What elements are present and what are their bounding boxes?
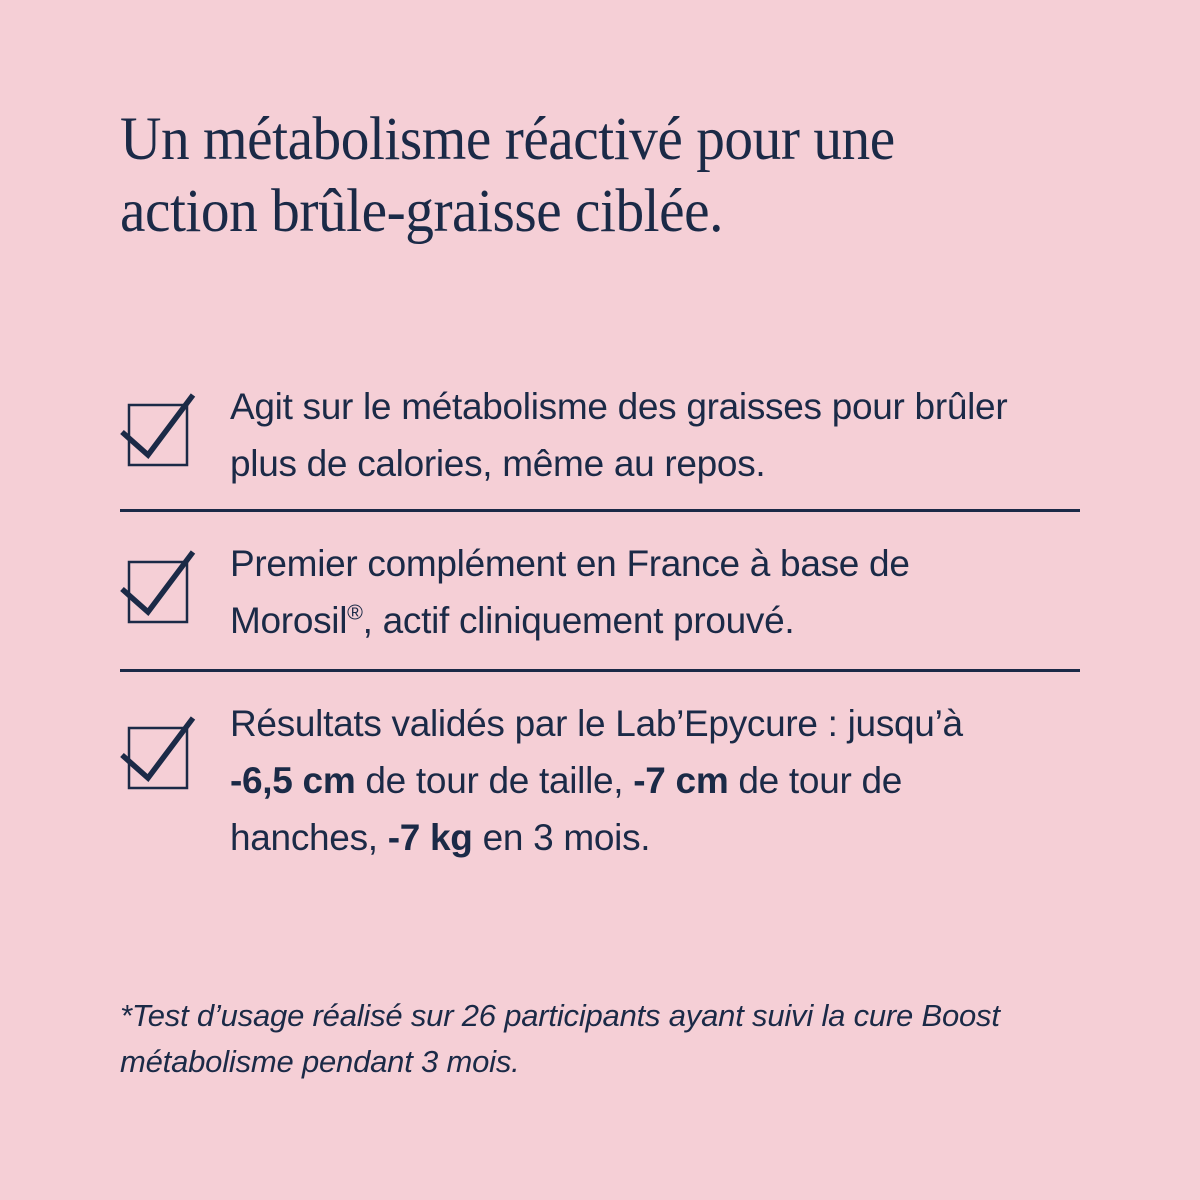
benefit-text: Premier complément en France à base de Mo… — [230, 543, 910, 641]
checkbox-checked-icon — [120, 393, 196, 467]
benefit-item-results: Résultats validés par le Lab’Epycure : j… — [120, 695, 1110, 866]
checkbox-checked-icon — [120, 716, 196, 790]
benefit-text: Agit sur le métabolisme des graisses pou… — [230, 386, 1008, 484]
benefit-icon-cell — [120, 378, 230, 471]
divider-line — [120, 669, 1080, 672]
footnote-line-2: métabolisme pendant 3 mois. — [120, 1044, 520, 1079]
benefit-item-morosil: Premier complément en France à base de Mo… — [120, 535, 1110, 649]
benefit-icon-cell — [120, 535, 230, 628]
page-title-line-2: action brûle-graisse ciblée. — [120, 178, 723, 245]
page-title-line-1: Un métabolisme réactivé pour une — [120, 106, 895, 173]
footnote: *Test d’usage réalisé sur 26 participant… — [120, 993, 1000, 1085]
benefit-text: Résultats validés par le Lab’Epycure : j… — [230, 703, 963, 858]
benefit-item-metabolism: Agit sur le métabolisme des graisses pou… — [120, 378, 1110, 492]
benefit-icon-cell — [120, 695, 230, 794]
divider-line — [120, 509, 1080, 512]
checkbox-checked-icon — [120, 550, 196, 624]
footnote-line-1: *Test d’usage réalisé sur 26 participant… — [120, 998, 1000, 1033]
page-title: Un métabolisme réactivé pour une action … — [120, 104, 895, 248]
